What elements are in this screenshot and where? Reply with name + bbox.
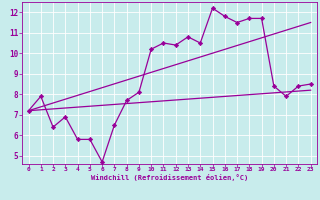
X-axis label: Windchill (Refroidissement éolien,°C): Windchill (Refroidissement éolien,°C): [91, 174, 248, 181]
